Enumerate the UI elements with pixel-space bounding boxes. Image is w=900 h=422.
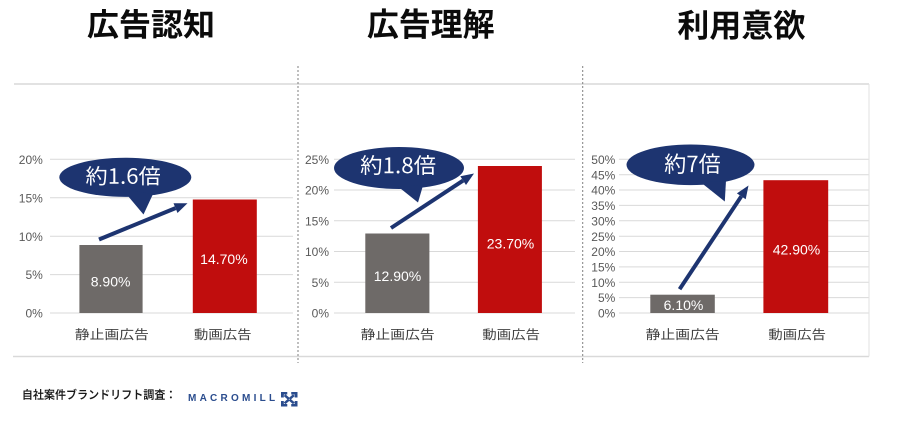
svg-text:15%: 15% [305, 214, 329, 228]
svg-text:40%: 40% [591, 184, 615, 198]
svg-text:12.90%: 12.90% [374, 268, 421, 284]
svg-text:14.70%: 14.70% [200, 251, 247, 267]
svg-text:35%: 35% [591, 199, 615, 213]
svg-text:20%: 20% [305, 184, 329, 198]
svg-text:5%: 5% [598, 291, 616, 305]
svg-text:8.90%: 8.90% [91, 274, 131, 290]
svg-text:20%: 20% [591, 245, 615, 259]
svg-text:25%: 25% [305, 153, 329, 167]
svg-text:0%: 0% [312, 307, 330, 321]
svg-text:23.70%: 23.70% [487, 236, 534, 252]
svg-text:42.90%: 42.90% [773, 242, 820, 258]
svg-text:5%: 5% [312, 276, 330, 290]
svg-text:15%: 15% [591, 261, 615, 275]
svg-text:50%: 50% [591, 153, 615, 167]
svg-text:15%: 15% [19, 191, 43, 205]
svg-text:45%: 45% [591, 168, 615, 182]
svg-text:MACROMILL: MACROMILL [188, 393, 278, 404]
svg-text:20%: 20% [19, 153, 43, 167]
svg-text:0%: 0% [25, 307, 43, 321]
svg-text:0%: 0% [598, 307, 616, 321]
svg-text:10%: 10% [591, 276, 615, 290]
svg-text:10%: 10% [19, 230, 43, 244]
svg-text:25%: 25% [591, 230, 615, 244]
svg-text:30%: 30% [591, 214, 615, 228]
svg-text:6.10%: 6.10% [664, 297, 704, 313]
svg-text:5%: 5% [25, 268, 43, 282]
svg-text:10%: 10% [305, 245, 329, 259]
